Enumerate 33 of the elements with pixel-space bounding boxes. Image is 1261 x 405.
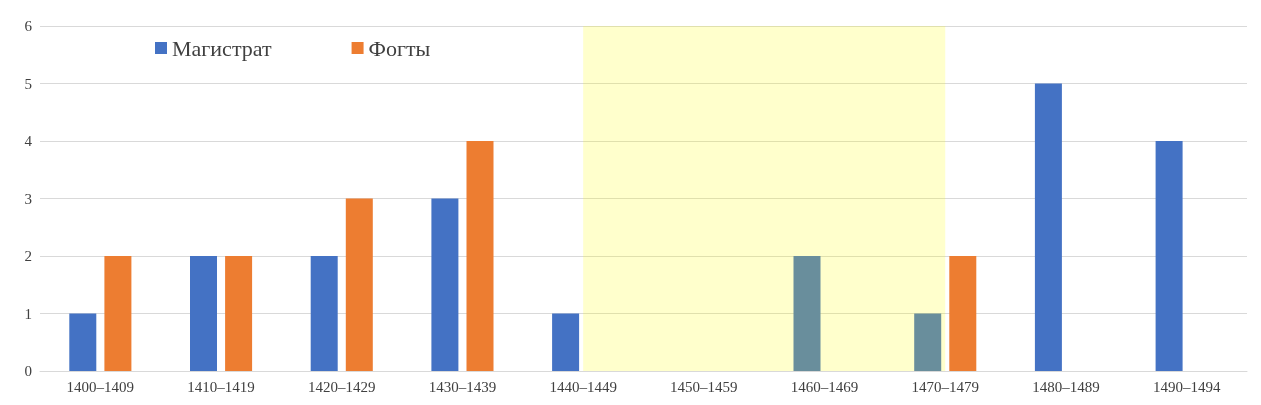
x-tick-label: 1410–1419 (187, 378, 255, 395)
x-tick-label: 1480–1489 (1032, 378, 1100, 395)
y-tick-label: 2 (24, 248, 32, 264)
bar (552, 313, 580, 371)
bar (1155, 141, 1183, 371)
bar (949, 256, 977, 371)
bar (466, 141, 494, 371)
y-tick-label: 0 (24, 363, 32, 379)
legend-label: Фогты (368, 35, 431, 61)
legend-label: Магистрат (172, 35, 272, 61)
x-tick-label: 1450–1459 (670, 378, 738, 395)
bar (190, 256, 217, 371)
x-tick-label: 1430–1439 (428, 378, 497, 395)
x-tick-label: 1460–1469 (790, 378, 859, 395)
bar (225, 256, 253, 371)
bar (793, 256, 821, 371)
y-tick-label: 1 (24, 305, 32, 322)
y-tick-label: 4 (24, 133, 33, 149)
bar (345, 198, 373, 371)
y-tick-label: 5 (24, 75, 32, 92)
bar (914, 313, 942, 371)
x-tick-label: 1440–1449 (549, 378, 617, 395)
x-tick-label: 1420–1429 (308, 378, 376, 395)
x-tick-label: 1490–1494 (1152, 378, 1221, 395)
bar (104, 256, 132, 371)
y-tick-label: 6 (24, 18, 33, 34)
x-tick-label: 1400–1409 (66, 378, 135, 395)
bar (1034, 83, 1062, 371)
y-tick-label: 3 (24, 190, 32, 207)
x-tick-label: 1470–1479 (911, 378, 979, 395)
bar (69, 313, 97, 371)
bar (431, 198, 459, 371)
bar (310, 256, 338, 371)
